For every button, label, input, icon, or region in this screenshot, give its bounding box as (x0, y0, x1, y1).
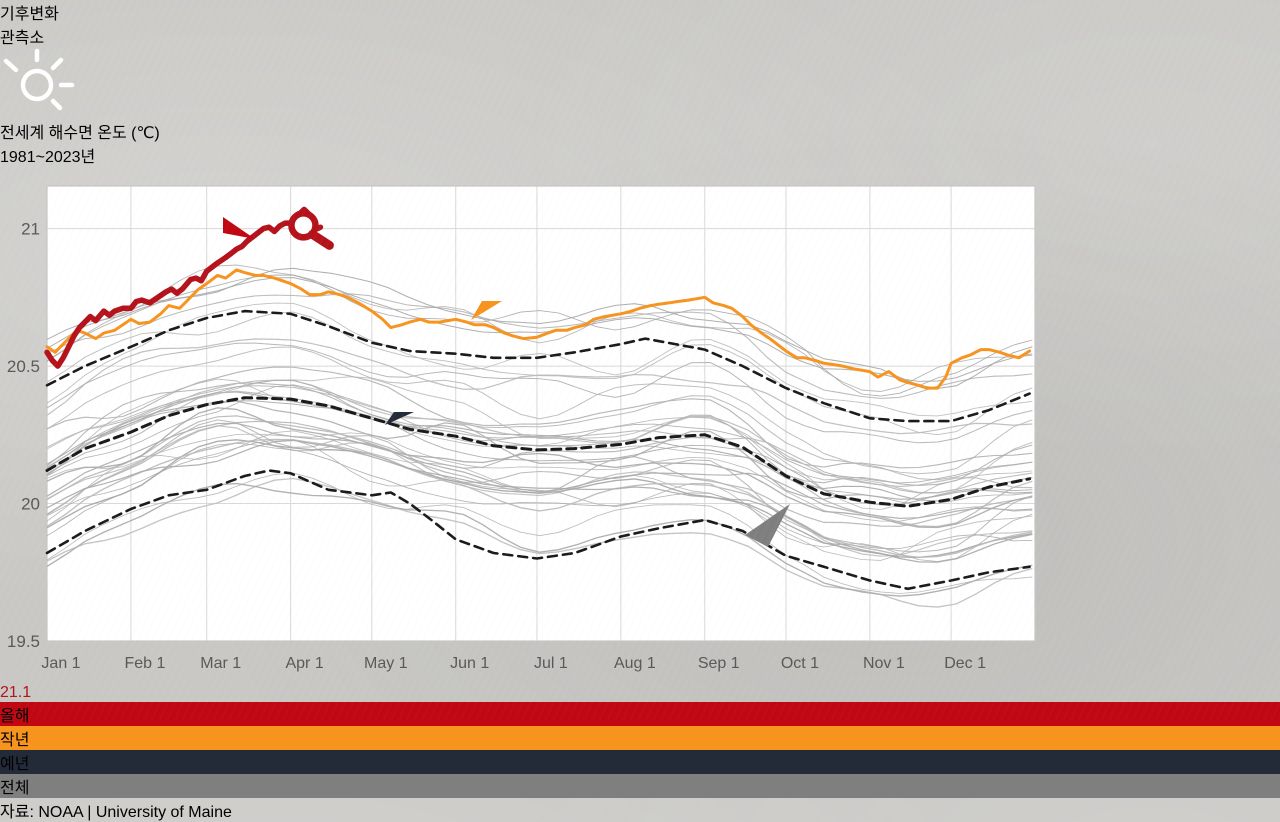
series-upper_band (45, 309, 1031, 423)
y-tick-label: 20 (21, 495, 40, 514)
callout-tail (385, 412, 414, 425)
x-tick-label: Aug 1 (614, 655, 656, 672)
x-tick-label: Oct 1 (781, 655, 819, 672)
title-prefix: 전세계 (0, 125, 45, 142)
title-unit: (℃) (131, 125, 160, 142)
series-last_year (45, 268, 1032, 390)
x-tick-label: Apr 1 (285, 655, 323, 672)
x-tick-label: Mar 1 (200, 655, 241, 672)
all-years-lines (46, 264, 1033, 608)
x-tick-label: Jan 1 (41, 655, 80, 672)
magnifier-icon (288, 210, 334, 250)
x-tick-label: Dec 1 (944, 655, 986, 672)
logo-line1: 기후변화 (0, 6, 59, 23)
logo-line2: 관측소 (0, 30, 45, 47)
x-tick-label: May 1 (364, 655, 408, 672)
callout-mean-years: 예년 (0, 750, 1280, 774)
sun-icon (3, 48, 75, 111)
title-highlight: 해수면 온도 (48, 125, 127, 142)
chart-panel: 19.5 20 20.5 21 Jan 1 Feb 1 Mar 1 Apr 1 May 1 Jun… (0, 167, 1280, 822)
sst-line-chart: 19.5 20 20.5 21 Jan 1 Feb 1 Mar 1 Apr 1 May 1 Jun… (7, 185, 1036, 672)
page-title: 전세계 해수면 온도 (℃) (0, 119, 1280, 143)
page-subtitle: 1981~2023년 (0, 149, 96, 166)
callout-tail (223, 217, 255, 239)
series-lower_band (45, 469, 1031, 591)
callout-all-years: 전체 (0, 774, 1280, 798)
series-mean (45, 396, 1032, 508)
x-tick-label: Jun 1 (450, 655, 489, 672)
callout-this-year: 올해 (0, 702, 1280, 726)
header-band (0, 0, 1280, 110)
y-tick-label: 19.5 (7, 632, 40, 651)
peak-value-label: 21.1 (0, 684, 32, 701)
callout-tail (471, 301, 502, 320)
y-tick-label: 21 (21, 220, 40, 239)
y-tick-label: 20.5 (7, 357, 40, 376)
x-tick-label: Sep 1 (698, 655, 740, 672)
source-badge: 자료: NOAA | University of Maine (0, 804, 232, 821)
x-tick-label: Nov 1 (863, 655, 905, 672)
callout-tail (745, 504, 790, 547)
page-header: 전세계 해수면 온도 (℃) 1981~2023년 (0, 119, 1280, 167)
callout-last-year: 작년 (0, 726, 1280, 750)
x-tick-label: Feb 1 (124, 655, 165, 672)
x-tick-label: Jul 1 (534, 655, 568, 672)
